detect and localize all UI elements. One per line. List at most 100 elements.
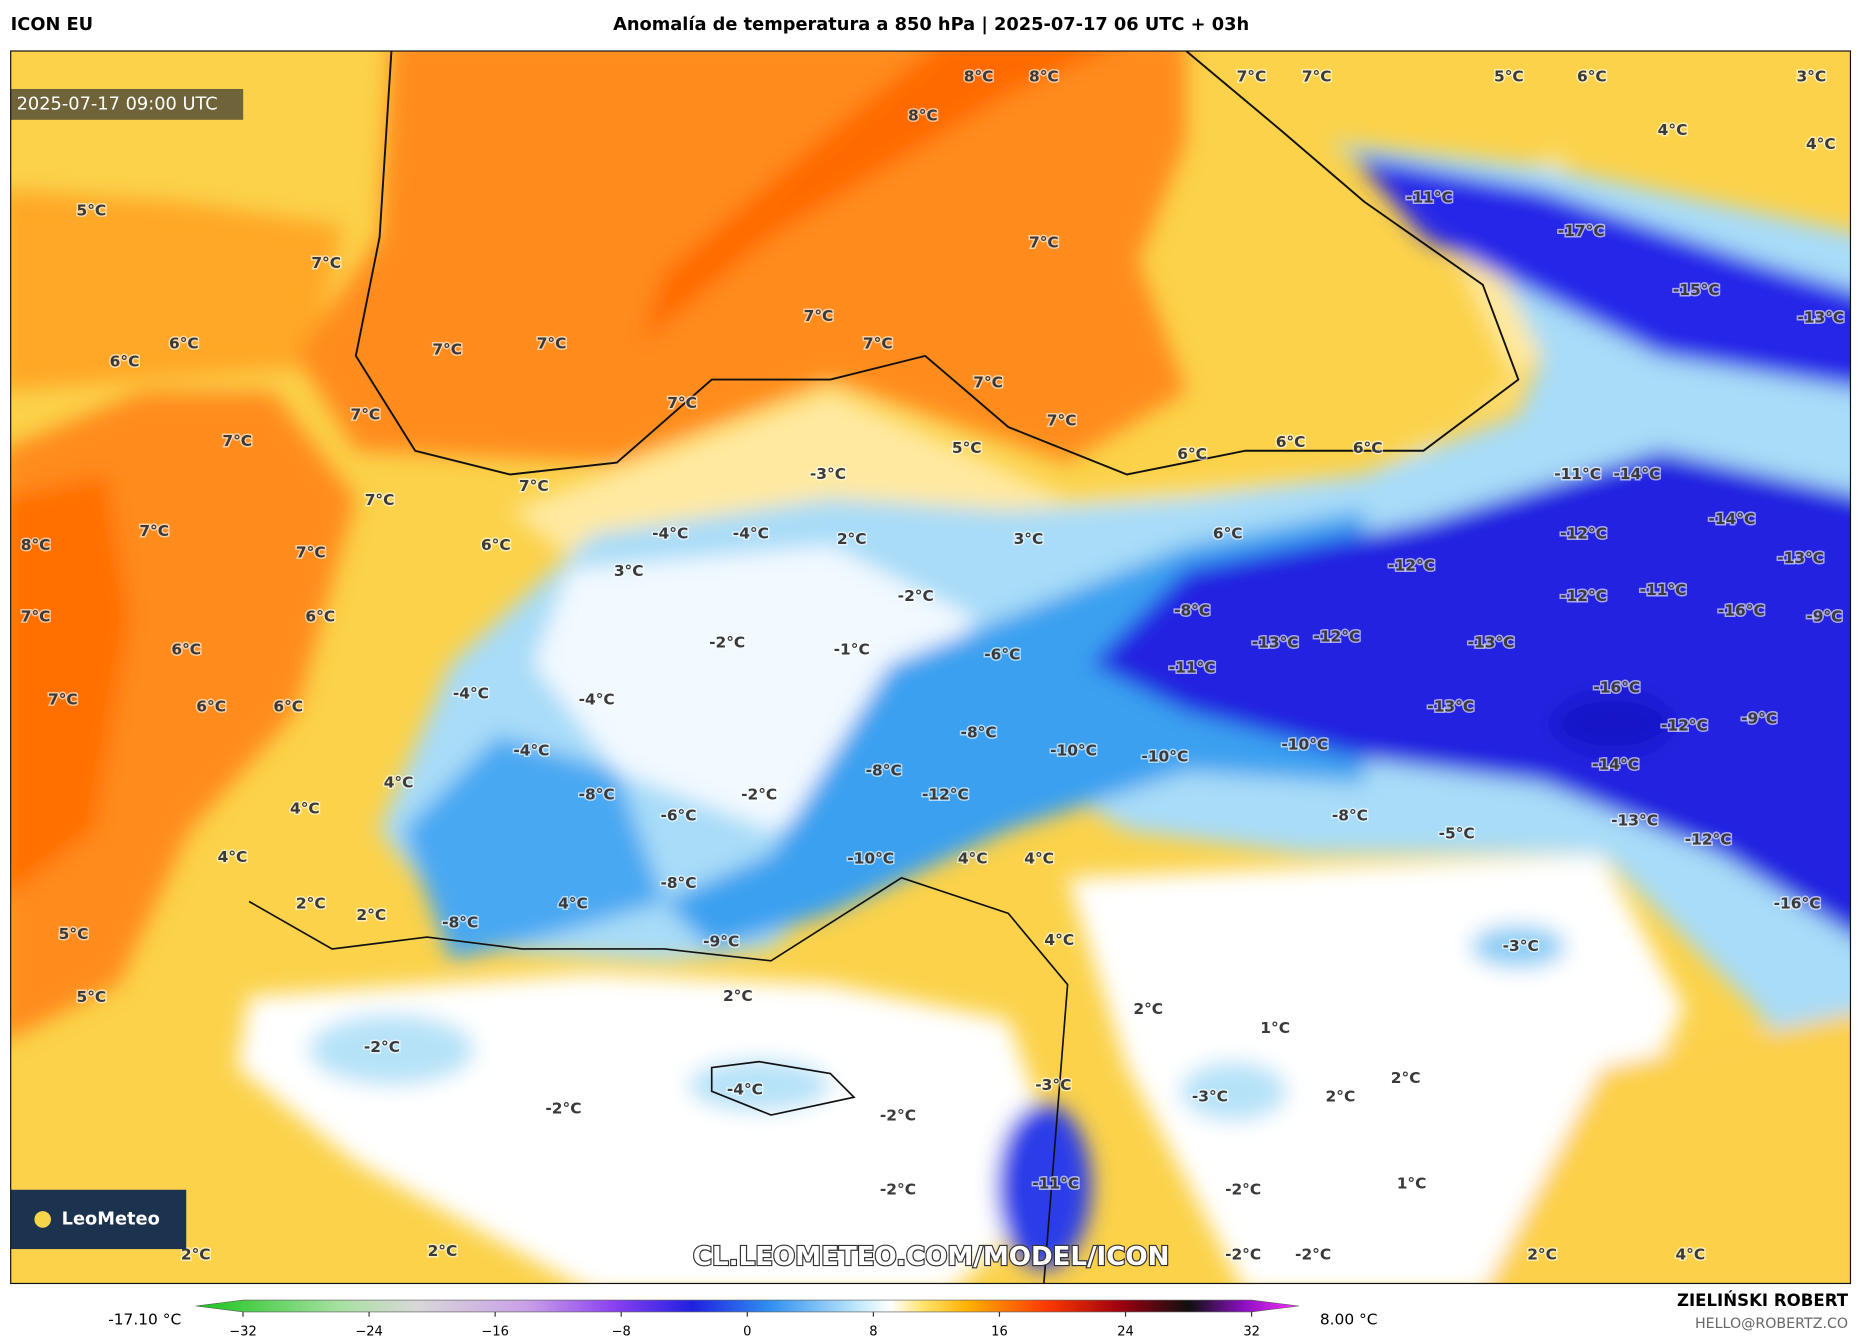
temperature-label: -4°C: [579, 690, 615, 708]
temperature-label: 4°C: [558, 894, 588, 912]
temperature-label: -10°C: [1281, 735, 1328, 753]
colorbar-min: -17.10 °C: [108, 1311, 181, 1329]
temperature-label: 4°C: [218, 848, 248, 866]
temperature-label: -9°C: [703, 932, 739, 950]
temperature-label: -8°C: [579, 785, 615, 803]
temperature-label: -16°C: [1774, 894, 1821, 912]
temperature-label: -2°C: [1225, 1180, 1261, 1198]
temperature-label: 5°C: [952, 439, 982, 457]
temperature-label: 5°C: [76, 202, 106, 220]
temperature-label: 6°C: [1577, 68, 1607, 86]
temperature-label: -8°C: [442, 913, 478, 931]
temperature-label: 7°C: [1237, 68, 1267, 86]
temperature-label: 7°C: [432, 340, 462, 358]
temperature-label: 2°C: [181, 1245, 211, 1263]
temperature-label: -5°C: [1439, 824, 1475, 842]
temperature-label: -10°C: [1050, 741, 1097, 759]
temperature-label: 8°C: [21, 536, 51, 554]
temperature-label: -2°C: [545, 1100, 581, 1118]
colorbar-tick-label: 32: [1243, 1325, 1260, 1340]
temperature-label: 6°C: [273, 697, 303, 715]
canvas: ICON EU Anomalía de temperatura a 850 hP…: [10, 14, 1852, 1340]
temperature-label: 4°C: [1675, 1245, 1705, 1263]
map-frame: [10, 50, 1852, 1285]
temperature-label: -9°C: [1741, 709, 1777, 727]
logo: LeoMeteo: [62, 1208, 160, 1229]
temperature-label: -8°C: [1174, 601, 1210, 619]
temperature-label: -14°C: [1614, 465, 1661, 483]
temperature-label: -4°C: [727, 1081, 763, 1099]
temperature-label: 7°C: [804, 307, 834, 325]
colorbar-tick-label: −8: [612, 1325, 631, 1340]
temperature-label: 7°C: [973, 374, 1003, 392]
temperature-label: 4°C: [1806, 135, 1836, 153]
temperature-label: 3°C: [1796, 68, 1826, 86]
temperature-label: 6°C: [305, 607, 335, 625]
temperature-label: -2°C: [364, 1038, 400, 1056]
temperature-label: -8°C: [660, 874, 696, 892]
temperature-label: -2°C: [880, 1107, 916, 1125]
temperature-label: 7°C: [21, 607, 51, 625]
temperature-label: 7°C: [139, 522, 169, 540]
temperature-label: 6°C: [110, 352, 140, 370]
temperature-label: -8°C: [961, 724, 997, 742]
temperature-label: 6°C: [171, 641, 201, 659]
temperature-field: [10, 51, 1851, 1284]
temperature-label: -12°C: [1560, 587, 1607, 605]
temperature-label: -4°C: [453, 684, 489, 702]
email: HELLO@ROBERTZ.CO: [1695, 1316, 1848, 1332]
temperature-label: -13°C: [1252, 633, 1299, 651]
temperature-label: -11°C: [1406, 189, 1453, 207]
temperature-label: 7°C: [296, 543, 326, 561]
temperature-label: 7°C: [863, 334, 893, 352]
colorbar-ticks: −32 −24 −16 −8 0 8 16 24 32: [229, 1311, 1260, 1340]
temperature-label: 2°C: [837, 530, 867, 548]
temperature-label: -11°C: [1169, 658, 1216, 676]
temperature-label: 7°C: [1047, 412, 1077, 430]
temperature-label: 5°C: [59, 925, 89, 943]
temperature-label: 2°C: [1527, 1245, 1557, 1263]
watermark: CL.LEOMETEO.COM/MODEL/ICON: [693, 1242, 1169, 1272]
temperature-label: -17°C: [1558, 222, 1605, 240]
temperature-label: 2°C: [1133, 1000, 1163, 1018]
colorbar-max: 8.00 °C: [1320, 1311, 1378, 1329]
temperature-label: 8°C: [1029, 68, 1059, 86]
temperature-label: -2°C: [709, 633, 745, 651]
temperature-label: 2°C: [296, 894, 326, 912]
temperature-label: 6°C: [1177, 445, 1207, 463]
temperature-label: -16°C: [1718, 601, 1765, 619]
temperature-label: -2°C: [880, 1180, 916, 1198]
temperature-label: 5°C: [1494, 68, 1524, 86]
temperature-label: 4°C: [1044, 931, 1074, 949]
temperature-label: 5°C: [76, 988, 106, 1006]
temperature-label: -1°C: [834, 641, 870, 659]
temperature-label: -3°C: [1035, 1076, 1071, 1094]
temperature-label: 4°C: [1024, 849, 1054, 867]
temperature-label: -2°C: [1295, 1245, 1331, 1263]
coastline: [248, 876, 1069, 1284]
colorbar-tick-label: −24: [355, 1325, 383, 1340]
temperature-label: -2°C: [1225, 1245, 1261, 1263]
temperature-label: 7°C: [537, 334, 567, 352]
temperature-label: 1°C: [1397, 1174, 1427, 1192]
temperature-label: 4°C: [290, 799, 320, 817]
temperature-label: 7°C: [1029, 234, 1059, 252]
temperature-labels: 8°C 8°C 8°C 7°C 7°C 5°C 6°C 3°C 4°C 4°C -11°C -17°C…: [19, 66, 1845, 1265]
temperature-label: -4°C: [513, 741, 549, 759]
temperature-label: 8°C: [964, 68, 994, 86]
temperature-label: -6°C: [660, 807, 696, 825]
temperature-label: 3°C: [614, 562, 644, 580]
temperature-label: -2°C: [741, 785, 777, 803]
temperature-label: 7°C: [48, 690, 78, 708]
temperature-label: -8°C: [1332, 807, 1368, 825]
temperature-label: -12°C: [1388, 556, 1435, 574]
temperature-label: 7°C: [667, 394, 697, 412]
author: ZIELIŃSKI ROBERT: [1677, 1291, 1849, 1310]
temperature-label: -4°C: [652, 524, 688, 542]
colorbar-tick-label: 8: [869, 1325, 877, 1340]
temperature-label: 1°C: [1260, 1019, 1290, 1037]
temperature-label: 7°C: [1302, 68, 1332, 86]
timestamp-box: [10, 88, 244, 120]
